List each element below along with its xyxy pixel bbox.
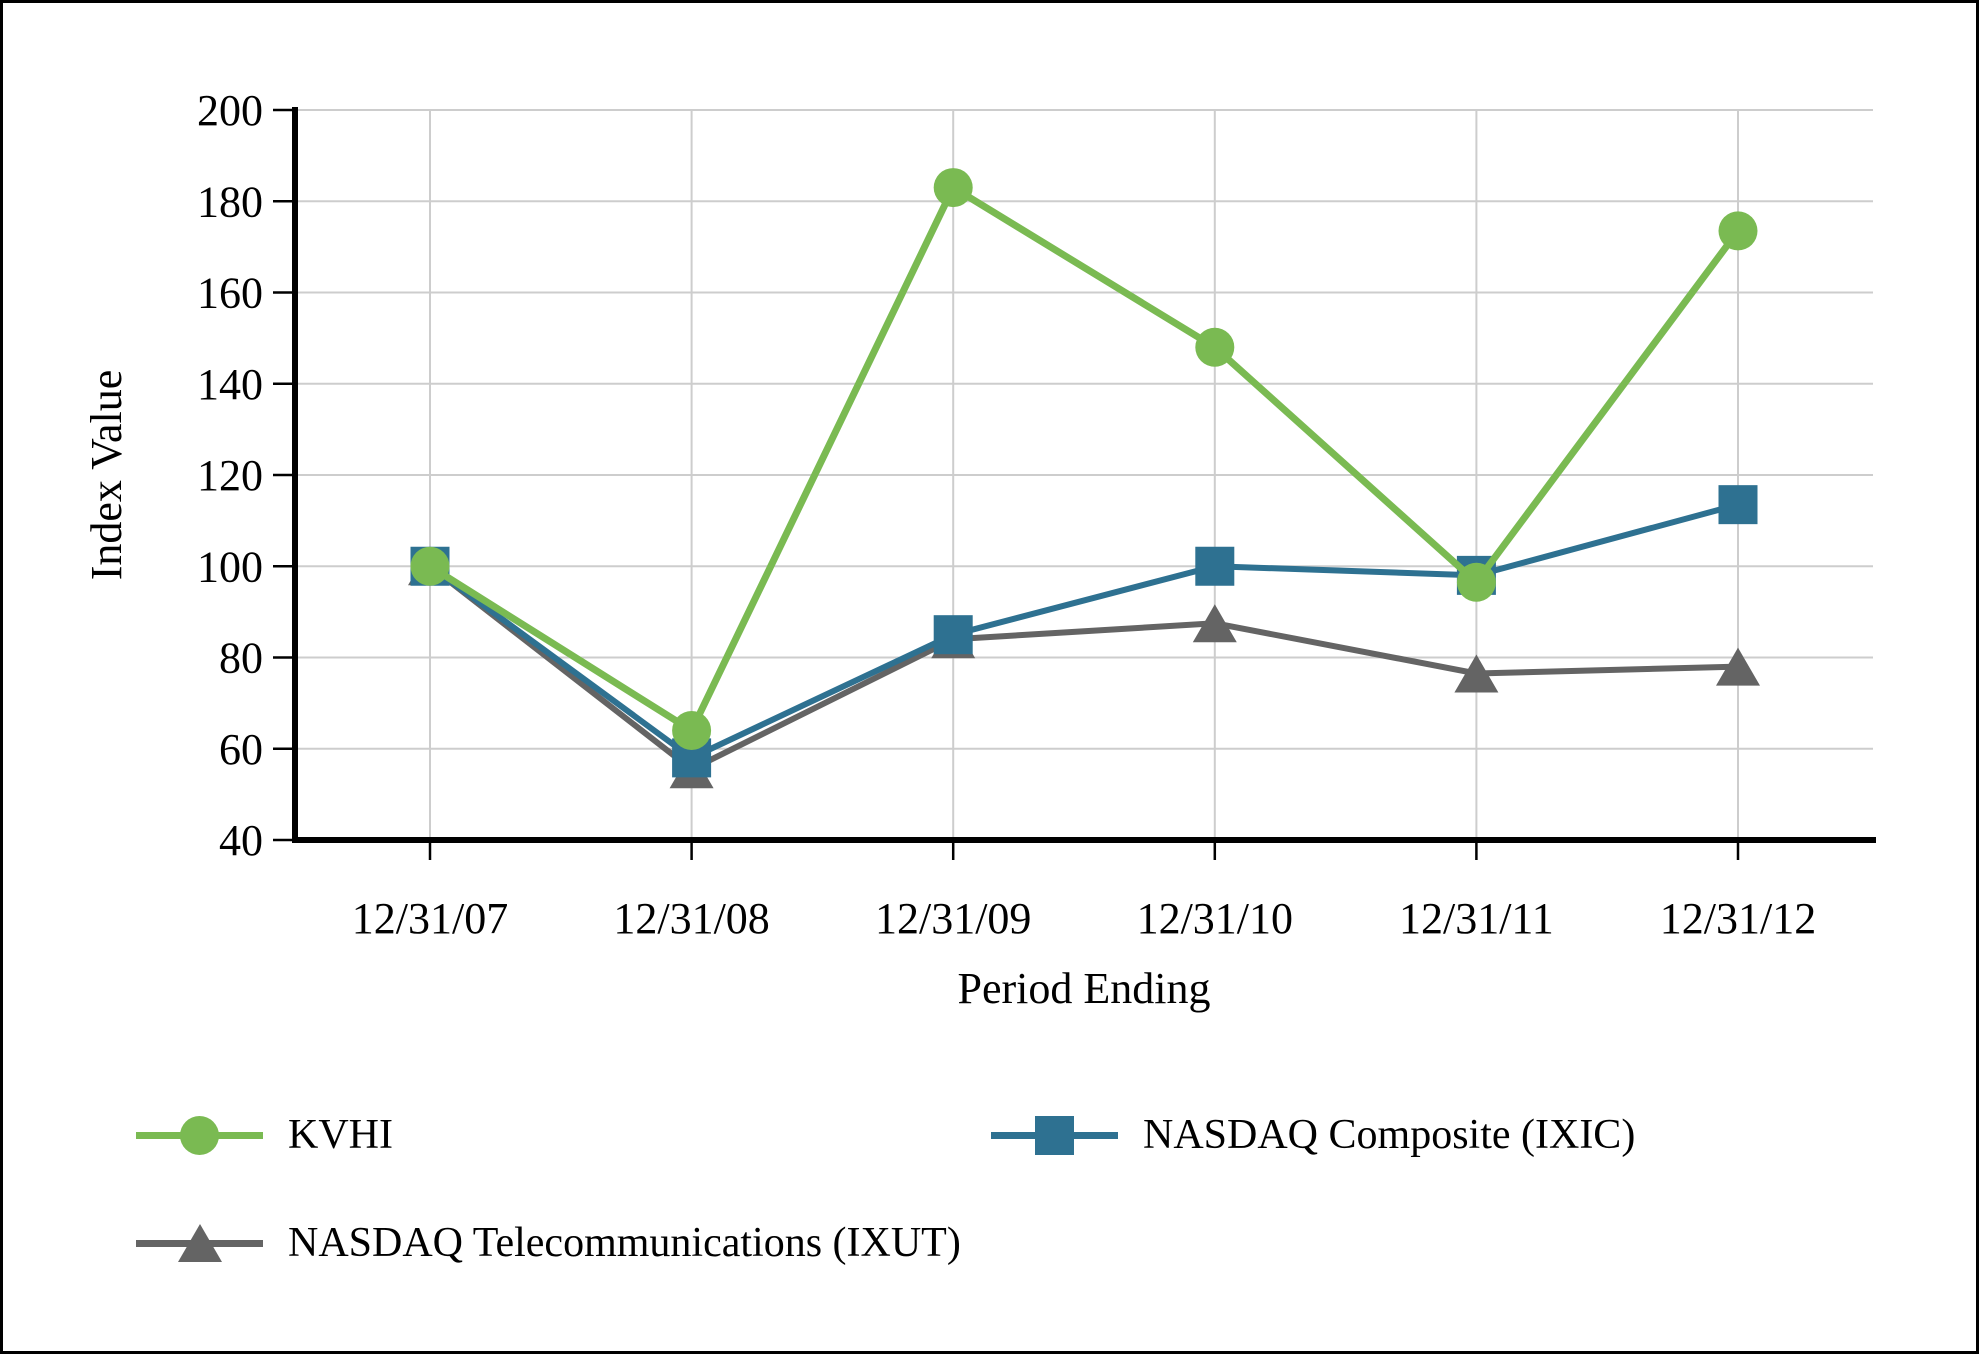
y-tick-label: 180 <box>197 177 263 226</box>
series-2-marker <box>1454 654 1499 693</box>
series-1-marker <box>1718 485 1758 525</box>
y-tick-label: 120 <box>197 451 263 500</box>
series-2-line <box>428 563 1739 773</box>
gridlines <box>295 109 1873 840</box>
tick-labels: 40 60 80 100 120 140 160 180 200 12/31/07 12/31/08… <box>197 86 1816 943</box>
series-0-marker <box>1456 562 1496 602</box>
y-tick-label: 40 <box>219 816 263 865</box>
series-1-line <box>428 501 1739 762</box>
y-tick-label: 160 <box>197 269 263 318</box>
series-0-marker <box>1718 211 1758 251</box>
x-tick-label: 12/31/08 <box>613 894 769 943</box>
series-1-marker <box>933 615 973 655</box>
y-axis-title: Index Value <box>82 370 131 581</box>
x-axis-title: Period Ending <box>958 964 1211 1013</box>
x-tick-label: 12/31/09 <box>875 894 1031 943</box>
series-0-markers <box>410 168 1758 750</box>
y-tick-label: 140 <box>197 360 263 409</box>
y-tick-label: 60 <box>219 725 263 774</box>
series-0-line <box>428 182 1741 736</box>
y-tick-label: 100 <box>197 542 263 591</box>
y-tick-label: 80 <box>219 634 263 683</box>
x-tick-label: 12/31/07 <box>352 894 508 943</box>
series-0-marker <box>672 711 712 750</box>
x-tick-label: 12/31/11 <box>1399 894 1554 943</box>
x-tick-label: 12/31/12 <box>1660 894 1816 943</box>
series-2-markers <box>408 547 1760 789</box>
series-2-marker <box>1192 604 1237 643</box>
x-tick-label: 12/31/10 <box>1137 894 1293 943</box>
series-0-marker <box>410 546 450 586</box>
series-2-marker <box>1716 647 1760 686</box>
series-1-marker <box>1195 546 1235 586</box>
y-tick-label: 200 <box>197 86 263 135</box>
line-chart: 40 60 80 100 120 140 160 180 200 12/31/07 12/31/08… <box>82 86 1876 1013</box>
series-0-marker <box>1195 327 1235 367</box>
series-0-marker <box>933 168 973 208</box>
tick-marks <box>273 108 1740 860</box>
